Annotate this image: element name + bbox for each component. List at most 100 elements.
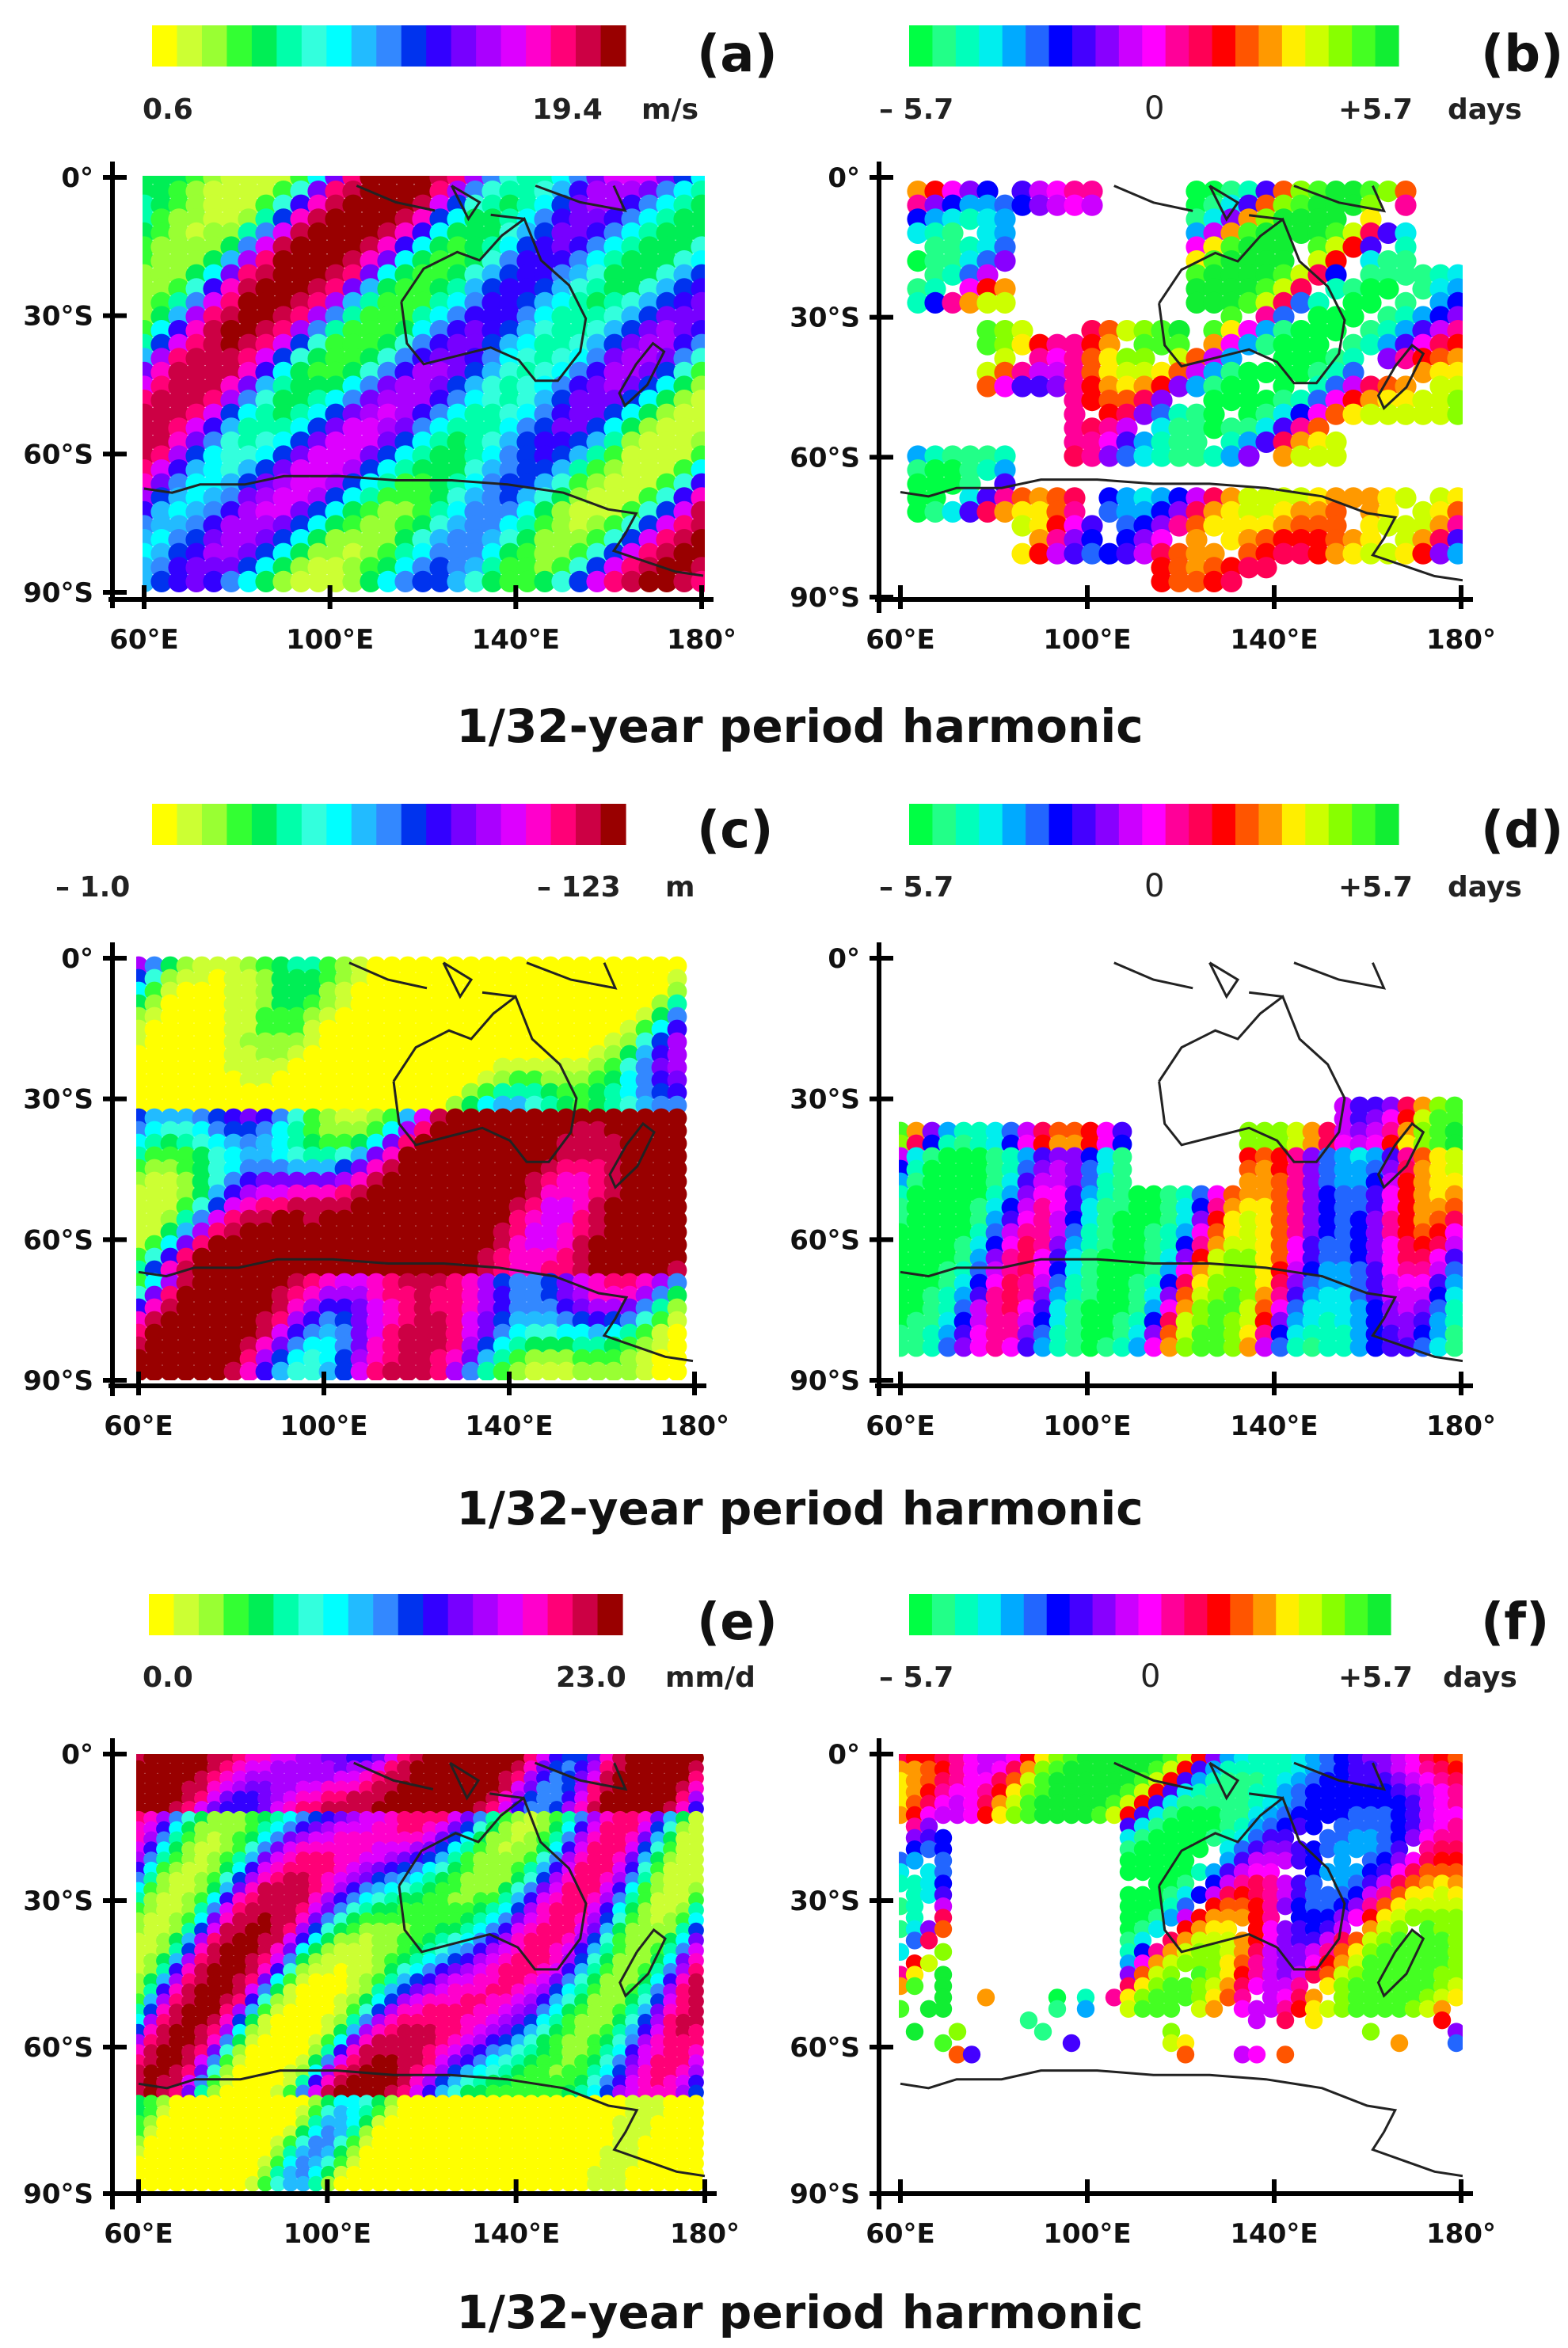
colorbar-e-swatch xyxy=(447,1594,474,1635)
colorbar-f-swatch xyxy=(1276,1594,1300,1635)
colorbar-e-swatch xyxy=(248,1594,274,1635)
colorbar-d-swatch xyxy=(1212,804,1236,845)
colorbar-e-swatch xyxy=(149,1594,175,1635)
panel-b-cell xyxy=(1325,403,1347,425)
colorbar-a-swatch xyxy=(226,25,253,67)
panel-b-cell xyxy=(1342,487,1364,509)
panel-b-cell xyxy=(994,250,1016,272)
colorbar-b-swatch xyxy=(1258,25,1283,67)
panel-b-cell xyxy=(1029,375,1051,398)
colorbar-d-swatch xyxy=(1281,804,1306,845)
colorbar-b-swatch xyxy=(1235,25,1260,67)
panel-a-x-tick-label: 60°E xyxy=(109,624,179,656)
colorbar-b-swatch xyxy=(932,25,957,67)
panel-d-cell xyxy=(899,1337,911,1357)
panel-b-cells xyxy=(907,181,1463,593)
colorbar-f-swatch xyxy=(1161,1594,1186,1635)
panel-d-cell xyxy=(953,1337,974,1357)
panel-d-cell xyxy=(1096,1337,1117,1357)
harmonic-caption-row3: 1/32-year period harmonic xyxy=(456,2285,1143,2339)
panel-c-cell xyxy=(207,1361,228,1380)
panel-b-cell xyxy=(1342,542,1364,565)
colorbar-c-unit: m xyxy=(665,871,695,904)
harmonic-caption-row2: 1/32-year period harmonic xyxy=(456,1482,1143,1536)
panel-b-cell xyxy=(1412,403,1434,425)
panel-c-cell xyxy=(429,1361,450,1380)
panel-b-cell xyxy=(1168,515,1190,537)
colorbar-e-swatch xyxy=(323,1594,349,1635)
panel-a-cell xyxy=(377,570,399,593)
colorbar-d xyxy=(909,804,1399,845)
colorbar-d-swatch xyxy=(1002,804,1026,845)
colorbar-e-swatch xyxy=(573,1594,599,1635)
panel-b-cell xyxy=(1133,542,1155,565)
panel-c-cell xyxy=(413,1361,434,1380)
panel-b-cell xyxy=(1290,222,1312,244)
colorbar-b-swatch xyxy=(1118,25,1143,67)
panel-a-cell xyxy=(168,570,190,593)
panel-b-cell xyxy=(976,291,999,314)
colorbar-b-swatch xyxy=(1305,25,1330,67)
panel-c-cell xyxy=(588,1361,608,1380)
panel-c-cell xyxy=(255,1361,276,1380)
panel-b-cell xyxy=(1151,570,1173,593)
panel-e-cells xyxy=(136,1754,704,2192)
panel-a-axes: 0°30°S60°S90°S60°E 100°E 140°E 180° xyxy=(23,162,736,656)
colorbar-a-max: 19.4 xyxy=(532,93,603,126)
colorbar-b-min: – 5.7 xyxy=(879,93,953,126)
panel-d-cell xyxy=(1112,1337,1132,1357)
colorbar-a-swatch xyxy=(177,25,203,67)
colorbar-c-swatch xyxy=(351,804,377,845)
panel-a-cell xyxy=(342,570,364,593)
colorbar-b-swatch xyxy=(1026,25,1050,67)
panel-a-cell xyxy=(360,570,382,593)
panel-b-cell xyxy=(1447,542,1463,565)
panel-d-y-tick-label: 0° xyxy=(828,943,860,975)
colorbar-c-swatch xyxy=(376,804,402,845)
panel-b-cell xyxy=(1203,417,1225,440)
panel-c-cell xyxy=(556,1361,577,1380)
panel-d-axes: 0°30°S60°S90°S60°E 100°E 140°E 180° xyxy=(790,942,1496,1442)
panel-b-cell xyxy=(1203,445,1225,467)
colorbar-a-swatch xyxy=(576,25,602,67)
panel-d-cell xyxy=(1365,1337,1386,1357)
panel-a-cell xyxy=(447,570,469,593)
panel-b-cell xyxy=(959,500,981,523)
panel-c-cell xyxy=(239,1361,260,1380)
colorbar-d-swatch xyxy=(955,804,980,845)
colorbar-d-swatch xyxy=(1072,804,1097,845)
panel-b-coast-segment xyxy=(1113,185,1193,212)
colorbar-c-min: – 1.0 xyxy=(55,871,130,904)
panel-d-cell xyxy=(1144,1337,1164,1357)
colorbar-f-swatch xyxy=(1322,1594,1345,1635)
panel-b-cell xyxy=(1203,570,1225,593)
colorbar-c-swatch xyxy=(500,804,527,845)
colorbar-d-mid: 0 xyxy=(1144,868,1164,904)
panel-c-cell xyxy=(144,1361,165,1380)
panel-a-x-tick-label: 140°E xyxy=(472,624,560,656)
panel-b-cell xyxy=(1395,487,1417,509)
colorbar-b-swatch xyxy=(1189,25,1213,67)
panel-b-cell xyxy=(1447,403,1463,425)
chart-marks-layer: 0°30°S60°S90°S60°E 100°E 140°E 180°0°30°S60… xyxy=(23,25,1496,2250)
panel-b-cell xyxy=(1360,403,1382,425)
colorbar-e-swatch xyxy=(223,1594,249,1635)
panel-b-cell xyxy=(1238,445,1260,467)
colorbar-b-swatch xyxy=(1212,25,1236,67)
panel-b-cell xyxy=(1168,445,1190,467)
colorbar-b xyxy=(909,25,1399,67)
panel-b-cell xyxy=(942,264,964,286)
panel-c-cell xyxy=(303,1361,323,1380)
panel-c-coast-segment xyxy=(348,961,428,990)
panel-d-cell xyxy=(1017,1337,1037,1357)
panel-b-cell xyxy=(1412,278,1434,300)
panel-d-cell xyxy=(1318,1337,1338,1357)
colorbar-f-mid: 0 xyxy=(1140,1658,1160,1695)
panel-b-cell xyxy=(924,500,946,523)
panel-c-cell xyxy=(667,1361,687,1380)
panel-c-cell xyxy=(350,1361,371,1380)
panel-c-coast-segment xyxy=(442,961,474,999)
panel-b-cell xyxy=(907,291,929,314)
panel-d-cell xyxy=(1080,1337,1101,1357)
panel-b-cell xyxy=(1186,570,1208,593)
